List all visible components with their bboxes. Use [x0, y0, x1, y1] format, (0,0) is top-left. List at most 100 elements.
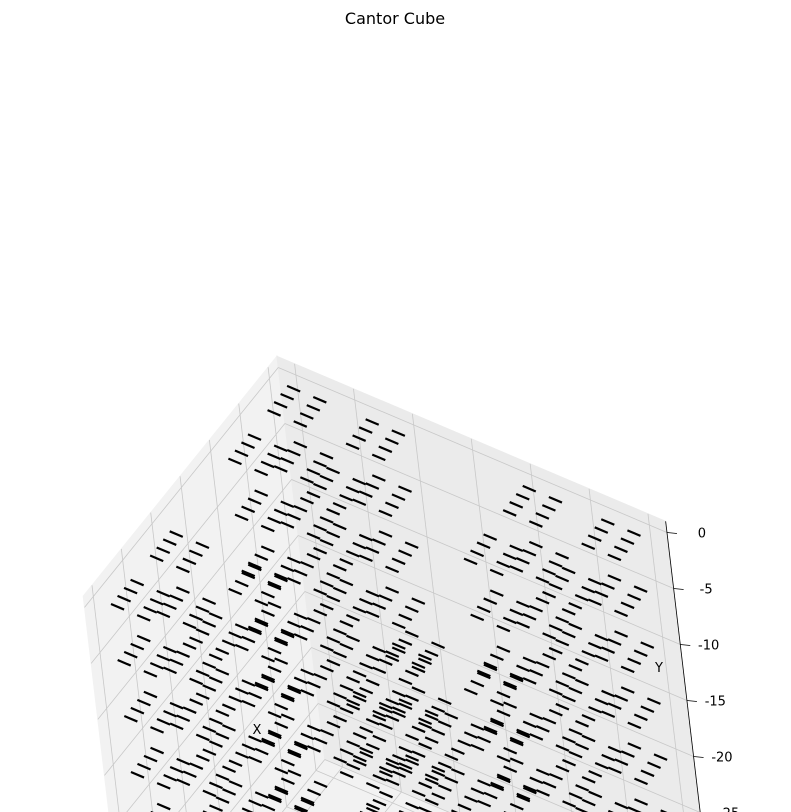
cantor-segment — [594, 761, 609, 770]
cantor-segment — [273, 444, 288, 453]
cantor-segment — [241, 635, 256, 644]
cantor-segment — [365, 742, 380, 751]
cantor-segment — [496, 773, 511, 782]
cantor-segment — [398, 745, 413, 754]
cantor-segment — [587, 534, 602, 542]
cantor-segment — [234, 643, 249, 652]
z-gridline-left — [90, 423, 286, 664]
cantor-segment — [261, 654, 276, 663]
cantor-segment — [221, 639, 236, 647]
cantor-segment — [398, 638, 413, 646]
cantor-segment — [587, 577, 602, 586]
cantor-segment — [398, 549, 413, 557]
cantor-segment — [247, 563, 262, 572]
cantor-segment — [339, 684, 354, 692]
cantor-segment — [385, 654, 400, 663]
cantor-segment — [640, 641, 655, 649]
cantor-segment — [319, 644, 334, 652]
cantor-segment — [516, 621, 530, 629]
cantor-segment — [209, 804, 224, 812]
cantor-segment — [254, 619, 269, 628]
cantor-segment — [202, 620, 217, 628]
cantor-segment — [358, 426, 373, 434]
cantor-segment — [594, 590, 609, 598]
cantor-segment — [326, 572, 341, 580]
x-gridline-floor — [305, 766, 343, 812]
cantor-segment — [594, 526, 609, 534]
cantor-segment — [222, 788, 237, 796]
cantor-segment — [123, 586, 138, 595]
cantor-segment — [640, 769, 655, 778]
cantor-segment — [260, 609, 275, 618]
cantor-segment — [365, 589, 380, 598]
cantor-segment — [535, 596, 550, 605]
cantor-segment — [156, 802, 171, 811]
cantor-segment — [149, 597, 164, 606]
cantor-segment — [352, 434, 367, 442]
cantor-segment — [313, 608, 328, 617]
cantor-segment — [516, 728, 531, 737]
cantor-segment — [437, 761, 452, 770]
cantor-segment — [306, 468, 321, 476]
cantor-segment — [273, 401, 288, 409]
cantor-segment — [260, 590, 275, 599]
cantor-segment — [143, 670, 158, 678]
cantor-segment — [136, 698, 151, 707]
cantor-segment — [287, 556, 301, 565]
cantor-segment — [261, 737, 276, 746]
cantor-segment — [620, 686, 635, 694]
cantor-segment — [516, 794, 531, 803]
z-gridline-back — [311, 647, 701, 812]
cantor-segment — [267, 795, 282, 804]
cantor-segment — [156, 589, 171, 598]
cantor-segment — [385, 586, 400, 594]
cantor-segment — [189, 762, 204, 770]
cantor-segment — [130, 642, 145, 651]
cantor-segment — [626, 529, 641, 537]
cantor-segment — [535, 789, 550, 797]
cantor-segment — [575, 742, 590, 751]
cantor-segment — [306, 616, 321, 625]
z-tick — [680, 644, 691, 646]
cantor-segment — [313, 546, 328, 555]
cantor-segment — [575, 719, 589, 728]
cantor-segment — [345, 614, 360, 622]
cantor-segment — [339, 558, 354, 566]
cantor-segment — [365, 717, 380, 726]
cantor-segment — [169, 530, 184, 538]
cantor-segment — [411, 725, 426, 734]
z-tick-label: -25 — [718, 806, 739, 812]
cantor-segment — [561, 630, 576, 639]
cantor-segment — [136, 614, 151, 622]
cantor-segment — [117, 658, 132, 667]
cantor-segment — [385, 697, 400, 706]
cantor-segment — [548, 708, 563, 717]
cantor-segment — [470, 743, 485, 752]
z-gridline-back — [284, 423, 674, 589]
y-gridline-floor — [315, 770, 416, 812]
cantor-segment — [601, 710, 616, 719]
cantor-segment — [359, 597, 373, 606]
cantor-segment — [150, 726, 164, 734]
cantor-segment — [483, 663, 498, 672]
z-tick — [666, 532, 678, 534]
cantor-segment — [345, 549, 360, 558]
cantor-segment — [470, 549, 485, 558]
cantor-segment — [490, 717, 504, 726]
cantor-segment — [391, 621, 406, 630]
cantor-segment — [646, 697, 661, 705]
cantor-segment — [522, 484, 537, 493]
cantor-segment — [515, 557, 530, 565]
cantor-segment — [319, 602, 334, 611]
cantor-segment — [293, 504, 308, 513]
cantor-segment — [293, 742, 308, 751]
cantor-segment — [404, 541, 419, 549]
cantor-segment — [431, 728, 446, 736]
cantor-segment — [280, 628, 295, 637]
cantor-segment — [535, 576, 550, 584]
cantor-segment — [391, 493, 406, 501]
cantor-lines — [110, 384, 668, 812]
cantor-segment — [509, 674, 524, 683]
cantor-segment — [359, 746, 374, 755]
